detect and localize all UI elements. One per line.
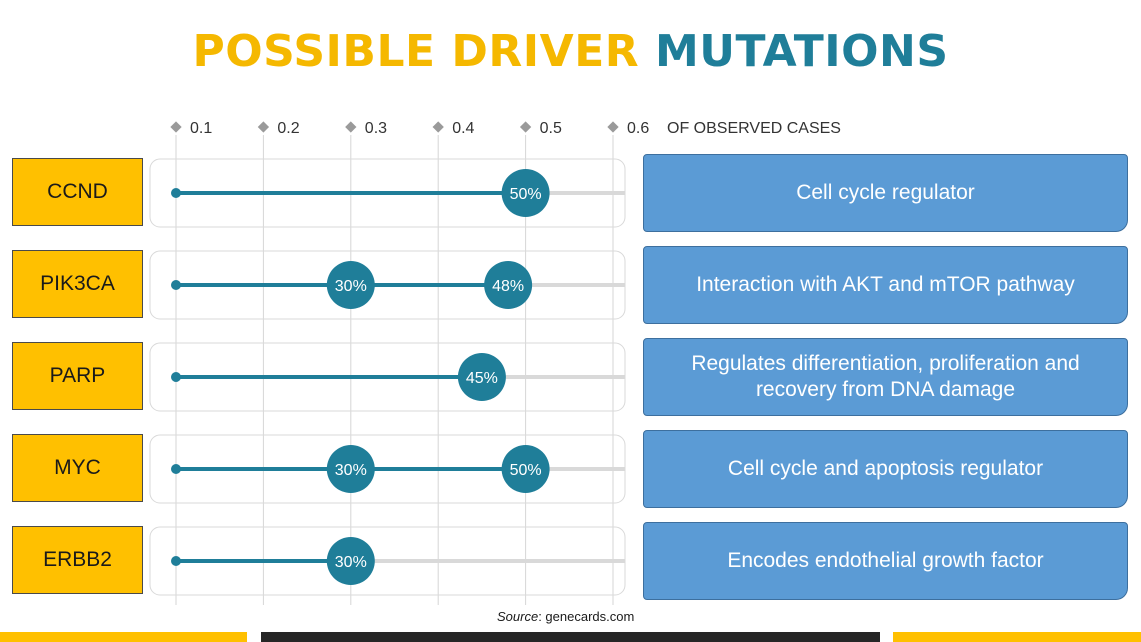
gene-label: PARP (12, 342, 143, 410)
footer-bar-right (893, 632, 1141, 642)
tick-diamond (607, 121, 619, 133)
gene-description: Regulates differentiation, proliferation… (643, 338, 1128, 416)
tick-diamond (257, 121, 270, 133)
tick-diamond (432, 121, 444, 133)
value-label: 45% (466, 370, 498, 387)
source-label: Source (497, 609, 539, 624)
gene-label: MYC (12, 434, 143, 502)
axis-label: OF OBSERVED CASES (667, 120, 841, 137)
source-note: Source: genecards.com (497, 609, 634, 624)
value-label: 50% (510, 186, 542, 203)
gene-label: PIK3CA (12, 250, 143, 318)
value-marker (326, 445, 375, 493)
footer-bar-left (0, 632, 247, 642)
tick-diamond (170, 121, 182, 133)
value-marker (326, 261, 375, 309)
gene-label: ERBB2 (12, 526, 143, 594)
value-label: 50% (510, 462, 542, 479)
value-marker (484, 261, 533, 309)
value-marker (326, 537, 375, 585)
title-part-1: POSSIBLE DRIVER (192, 26, 640, 77)
gene-description: Cell cycle regulator (643, 154, 1128, 232)
tick-label: 0.2 (277, 120, 299, 137)
value-label: 30% (335, 554, 367, 571)
start-dot (171, 188, 181, 198)
footer-bar-center (261, 632, 880, 642)
value-marker (457, 353, 506, 401)
value-marker (501, 169, 550, 217)
source-value: : genecards.com (538, 609, 635, 624)
page-title: POSSIBLE DRIVER MUTATIONS (0, 26, 1141, 77)
tick-diamond (345, 121, 357, 133)
tick-label: 0.5 (540, 120, 562, 137)
value-label: 30% (335, 462, 367, 479)
start-dot (171, 372, 181, 382)
gene-description: Cell cycle and apoptosis regulator (643, 430, 1128, 508)
value-label: 48% (492, 278, 524, 295)
title-part-2: MUTATIONS (654, 26, 949, 77)
gene-description: Encodes endothelial growth factor (643, 522, 1128, 600)
tick-label: 0.3 (365, 120, 387, 137)
tick-label: 0.4 (452, 120, 474, 137)
gene-description: Interaction with AKT and mTOR pathway (643, 246, 1128, 324)
value-label: 30% (335, 278, 367, 295)
tick-label: 0.6 (627, 120, 649, 137)
start-dot (171, 280, 181, 290)
gene-label: CCND (12, 158, 143, 226)
tick-label: 0.1 (190, 120, 212, 137)
start-dot (171, 464, 181, 474)
tick-diamond (519, 121, 532, 133)
value-marker (501, 445, 550, 493)
start-dot (171, 556, 181, 566)
